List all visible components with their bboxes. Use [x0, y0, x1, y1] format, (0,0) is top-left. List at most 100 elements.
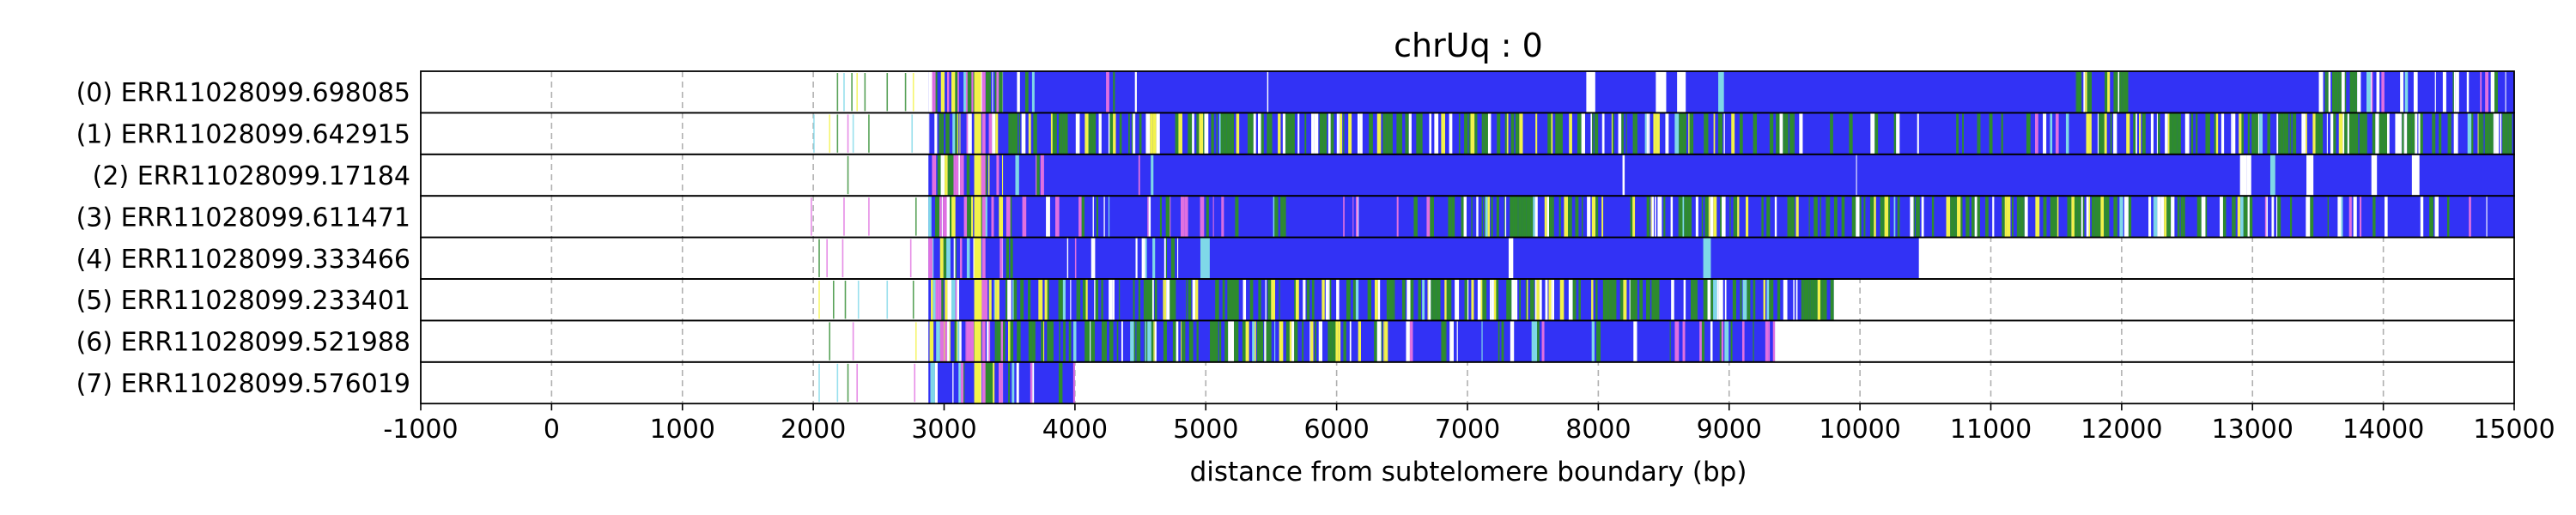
read-segment-stripe [1429, 112, 1432, 154]
read-segment-stripe [984, 279, 988, 321]
read-segment-stripe [1511, 279, 1516, 321]
read-segment-stripe [1690, 279, 1694, 321]
read-segment-stripe [2121, 71, 2123, 113]
read-segment-stripe [1199, 112, 1204, 154]
read-segment-stripe [1910, 196, 1914, 238]
read-segment-stripe [1766, 196, 1771, 238]
read-segment-stripe [1151, 279, 1154, 321]
read-segment-stripe [1336, 279, 1340, 321]
read-segment-stripe [1030, 361, 1033, 404]
read-segment-stripe [1817, 279, 1820, 321]
read-segment-stripe [1012, 361, 1015, 404]
read-segment-stripe [1761, 196, 1764, 238]
read-segment-stripe [1534, 196, 1538, 238]
read-segment-stripe [2251, 112, 2255, 154]
read-segment-stripe [1166, 279, 1170, 321]
read-segment-stripe [2160, 196, 2165, 238]
feature-band-yellow [974, 71, 981, 113]
read-segment-stripe [1255, 320, 1256, 362]
read-segment-stripe [2434, 196, 2439, 238]
read-segment-stripe [1992, 196, 1995, 238]
pre-read-mark [914, 322, 917, 360]
read-segment-stripe [1455, 279, 1460, 321]
pre-read-mark [836, 73, 839, 112]
read-segment-stripe [1335, 320, 1339, 362]
read-segment-stripe [1289, 320, 1292, 362]
read-segment-stripe [1896, 112, 1900, 154]
read-segment-stripe [1695, 196, 1698, 238]
pre-read-mark [836, 363, 839, 403]
read-segment-stripe [1552, 196, 1554, 238]
read-segment-stripe [1481, 196, 1483, 238]
read-segment-stripe [2432, 112, 2434, 154]
read-segment-stripe [2165, 112, 2168, 154]
read-segment-stripe [2420, 196, 2424, 238]
read-segment-stripe [2104, 196, 2105, 238]
read-segment-stripe [1383, 320, 1385, 362]
read-segment-stripe [1522, 196, 1527, 238]
read-segment-stripe [1145, 237, 1147, 279]
read-segment-stripe [1031, 71, 1035, 113]
read-segment-stripe [1546, 196, 1550, 238]
read-segment-stripe [1703, 279, 1708, 321]
read-segment-stripe [1587, 196, 1591, 238]
read-segment-stripe [1669, 320, 1671, 362]
read-segment-stripe [2106, 71, 2108, 113]
read-segment-stripe [1318, 320, 1323, 362]
read-segment-stripe [1195, 279, 1199, 321]
feature-band-yellow [974, 361, 981, 404]
read-segment-stripe [1634, 279, 1637, 321]
read-segment-stripe [2166, 196, 2172, 238]
read-segment-stripe [1413, 196, 1418, 238]
read-segment-stripe [2480, 71, 2482, 113]
read-segment-stripe [1531, 320, 1534, 362]
read-segment-stripe [1646, 279, 1650, 321]
read-segment-stripe [1223, 112, 1227, 154]
read-segment-stripe [1049, 320, 1054, 362]
read-segment-stripe [1822, 279, 1827, 321]
read-segment-stripe [949, 320, 951, 362]
read-segment-stripe [932, 154, 937, 197]
read-segment-stripe [966, 112, 969, 154]
read-segment-stripe [1278, 112, 1281, 154]
read-segment-stripe [1043, 320, 1045, 362]
read-segment-stripe [951, 71, 956, 113]
read-segment-stripe [2466, 71, 2470, 113]
read-segment-stripe [2376, 71, 2380, 113]
read-segment-stripe [1591, 320, 1595, 362]
read-segment-stripe [1235, 196, 1239, 238]
read-segment-stripe [1497, 112, 1501, 154]
read-segment-stripe [1203, 112, 1205, 154]
read-segment-stripe [1064, 112, 1068, 154]
read-segment-stripe [1506, 279, 1510, 321]
read-segment-stripe [2034, 112, 2038, 154]
read-segment-stripe [1541, 320, 1545, 362]
read-segment-stripe [963, 361, 965, 404]
pre-read-mark [856, 73, 859, 112]
pre-read-mark [844, 281, 847, 319]
read-segment-stripe [1153, 320, 1155, 362]
read-segment-stripe [1720, 196, 1722, 238]
read-label: (0) ERR11028099.698085 [76, 78, 410, 108]
pre-read-mark [851, 73, 853, 112]
read-segment-stripe [992, 71, 993, 113]
read-segment-stripe [1793, 279, 1795, 321]
read-segment-stripe [1133, 279, 1135, 321]
read-segment-stripe [1369, 112, 1373, 154]
read-segment-stripe [1008, 320, 1011, 362]
read-segment-stripe [1451, 196, 1455, 238]
read-segment-stripe [1188, 112, 1193, 154]
read-segment-stripe [1109, 279, 1113, 321]
pre-read-mark [847, 363, 849, 403]
read-segment-stripe [2123, 196, 2129, 238]
feature-band-magenta [981, 279, 986, 321]
read-segment-stripe [1058, 279, 1060, 321]
read-segment-stripe [1220, 112, 1224, 154]
pre-read-mark [847, 155, 849, 195]
read-segment-stripe [1456, 320, 1458, 362]
read-segment-stripe [2088, 196, 2091, 238]
read-segment-stripe [2434, 71, 2436, 113]
read-bar [928, 237, 1919, 279]
read-segment-stripe [2148, 196, 2152, 238]
read-segment-stripe [1297, 112, 1300, 154]
